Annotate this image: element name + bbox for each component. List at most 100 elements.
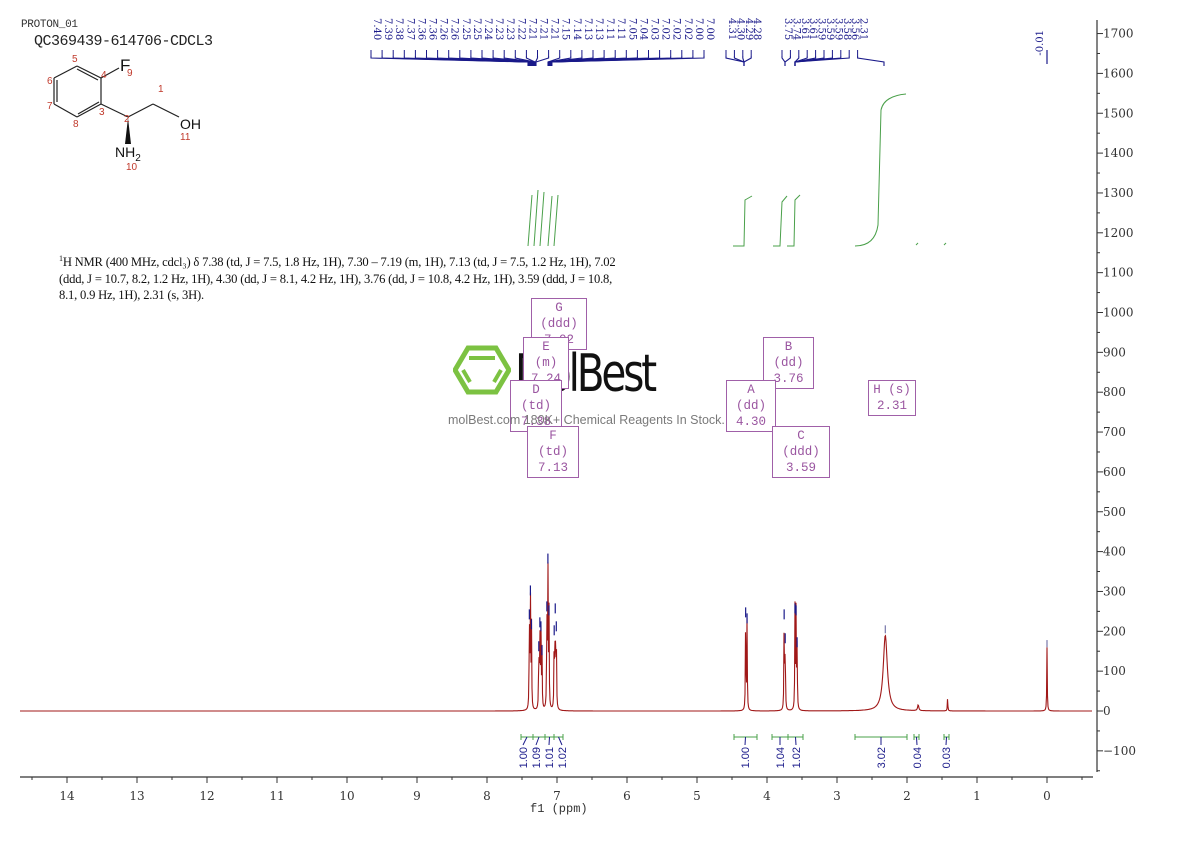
- y-tick-label: 200: [1103, 624, 1126, 638]
- peak-label: 7.23: [493, 18, 504, 40]
- atom-number: 1: [158, 84, 164, 95]
- atom-f: F: [120, 56, 131, 75]
- x-tick-label: 1: [973, 789, 981, 803]
- peak-label: 4.29: [743, 18, 754, 40]
- integral-bars: 1.00 1.09 1.01 1.02 1.00 1.04 1.02 3.02 0.04 0.03: [518, 734, 953, 768]
- peak-label: 7.21: [526, 18, 537, 40]
- peak-label: 7.40: [371, 18, 382, 40]
- x-tick-label: 3: [833, 789, 841, 803]
- atom-number: 7: [47, 101, 53, 112]
- peak-label: 3.59: [832, 18, 843, 40]
- peak-label: 7.23: [504, 18, 515, 40]
- x-tick-label: 10: [339, 789, 354, 803]
- peak-label: 7.13: [593, 18, 604, 40]
- sample-title: QC369439-614706-CDCL3: [34, 33, 213, 50]
- peak-label: 7.36: [415, 18, 426, 40]
- y-tick-label: 1400: [1103, 146, 1134, 160]
- peak-label: 7.15: [560, 18, 571, 40]
- peak-label: -0.01: [1035, 30, 1046, 56]
- multiplet-box-c: C (ddd) 3.59: [772, 426, 830, 478]
- atom-number: 3: [99, 107, 105, 118]
- peak-label: 7.24: [482, 18, 493, 40]
- peak-label: 7.02: [671, 18, 682, 40]
- y-tick-label: −100: [1103, 744, 1136, 758]
- peak-label: 3.59: [816, 18, 827, 40]
- peak-label: 4.31: [726, 18, 737, 40]
- integral-value: 0.04: [912, 747, 924, 768]
- peak-label: 3.56: [849, 18, 860, 40]
- integral-value: 3.02: [876, 747, 888, 768]
- peak-label: 2.31: [858, 18, 869, 40]
- atom-number: 10: [126, 162, 138, 173]
- y-tick-label: 0: [1103, 704, 1111, 718]
- y-tick-label: 300: [1103, 584, 1126, 598]
- peak-label: 7.36: [427, 18, 438, 40]
- x-tick-label: 6: [623, 789, 631, 803]
- peak-label: 7.04: [637, 18, 648, 40]
- peak-label: 7.02: [660, 18, 671, 40]
- peak-label: 7.11: [604, 18, 615, 40]
- atom-oh: OH: [180, 116, 201, 132]
- peak-label: 7.00: [704, 18, 715, 40]
- x-tick-label: 11: [269, 789, 284, 803]
- integral-value: 1.00: [740, 747, 752, 768]
- peak-label: 7.26: [438, 18, 449, 40]
- integral-value: 1.01: [544, 747, 556, 768]
- x-tick-label: 12: [199, 789, 214, 803]
- peak-label: 7.02: [682, 18, 693, 40]
- integral-value: 0.03: [941, 747, 953, 768]
- integral-value: 1.02: [791, 747, 803, 768]
- peak-label-ladder: 7.40 7.39 7.38 7.37 7.36 7.36 7.26 7.26 7.25 7.25…: [370, 18, 1048, 66]
- x-tick-label: 7: [553, 789, 561, 803]
- peak-label: 7.11: [615, 18, 626, 40]
- peak-label: 7.39: [382, 18, 393, 40]
- y-tick-label: 500: [1103, 505, 1126, 519]
- integral-curves: [527, 93, 947, 247]
- y-tick-label: 700: [1103, 425, 1126, 439]
- atom-number: 9: [127, 68, 133, 79]
- experiment-name: PROTON_01: [21, 19, 78, 31]
- peak-label: 7.22: [515, 18, 526, 40]
- y-tick-label: 1600: [1103, 66, 1134, 80]
- peak-label: 3.61: [807, 18, 818, 40]
- molecule-structure: [53, 65, 180, 144]
- atom-number: 5: [72, 54, 78, 65]
- atom-number: 6: [47, 76, 53, 87]
- peak-label: 7.37: [404, 18, 415, 40]
- x-tick-label: 0: [1043, 789, 1051, 803]
- peak-label: 7.13: [582, 18, 593, 40]
- integral-value: 1.09: [531, 747, 543, 768]
- peak-label: 7.05: [626, 18, 637, 40]
- watermark-tagline: molBest.com 180K+ Chemical Reagents In S…: [448, 413, 725, 427]
- x-tick-label: 14: [59, 789, 75, 803]
- atom-number: 11: [180, 132, 191, 143]
- atom-number: 2: [124, 114, 130, 125]
- y-tick-label: 1100: [1103, 266, 1134, 280]
- peak-label: 7.21: [538, 18, 549, 40]
- peak-label: 3.59: [824, 18, 835, 40]
- x-tick-label: 5: [693, 789, 701, 803]
- multiplet-box-b: B (dd) 3.76: [763, 337, 814, 389]
- peak-label: 3.74: [790, 18, 801, 40]
- peak-label: 7.03: [649, 18, 660, 40]
- multiplet-box-a: A (dd) 4.30: [726, 380, 776, 432]
- peak-label: 3.75: [782, 18, 793, 40]
- peak-label: 7.00: [693, 18, 704, 40]
- integral-value: 1.00: [518, 747, 530, 768]
- y-tick-label: 1200: [1103, 226, 1134, 240]
- y-tick-label: 400: [1103, 545, 1126, 559]
- peak-label: 7.14: [571, 18, 582, 40]
- peak-label: 7.25: [471, 18, 482, 40]
- x-tick-label: 8: [483, 789, 491, 803]
- nmr-description: 1H NMR (400 MHz, cdcl₃) δ 7.38 (td, J = …: [59, 254, 616, 303]
- axes: 14 13 12 11 10 9 8 7 6 5 4 3 2 1 017001600150014001300…: [20, 20, 1136, 803]
- molbest-logo-icon: [453, 345, 511, 395]
- y-tick-label: 100: [1103, 664, 1126, 678]
- x-axis-label: f1 (ppm): [530, 802, 588, 816]
- atom-number: 8: [73, 119, 79, 130]
- peak-label: 7.25: [460, 18, 471, 40]
- multiplet-box-f: F (td) 7.13: [527, 426, 579, 478]
- integral-value: 1.02: [557, 747, 569, 768]
- peak-label: 3.58: [841, 18, 852, 40]
